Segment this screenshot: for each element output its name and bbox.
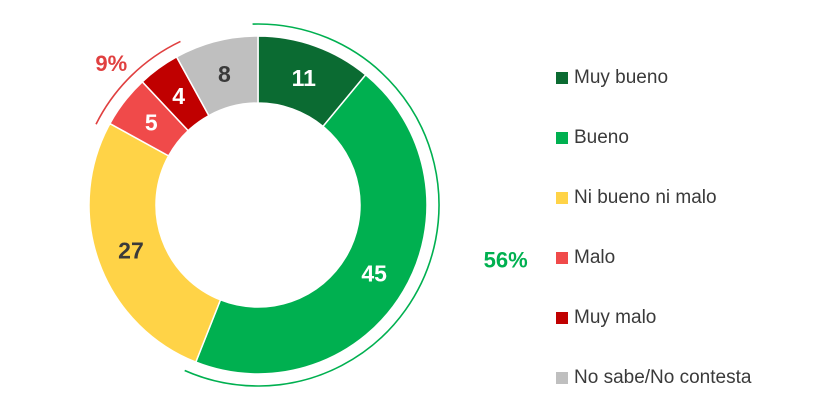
slice-no-sabe-no-contesta [175,35,259,117]
legend-swatch-malo [556,252,568,264]
legend-item-malo: Malo [556,228,751,288]
legend-swatch-no-sabe-no-contesta [556,372,568,384]
data-label-muy-bueno: 11 [292,65,317,91]
bracket-arc-1 [184,23,440,387]
legend-label-bueno: Bueno [574,127,629,148]
legend-swatch-muy-malo [556,312,568,324]
legend-label-muy-malo: Muy malo [574,307,657,328]
legend-swatch-muy-bueno [556,72,568,84]
legend-item-no-sabe-no-contesta: No sabe/No contesta [556,348,751,408]
data-label-ni-bueno-ni-malo: 27 [118,238,144,264]
legend-item-ni-bueno-ni-malo: Ni bueno ni malo [556,168,751,228]
annotation-1: 56% [484,247,528,272]
legend-item-muy-malo: Muy malo [556,288,751,348]
legend-swatch-ni-bueno-ni-malo [556,192,568,204]
legend-item-muy-bueno: Muy bueno [556,48,751,108]
legend-label-muy-bueno: Muy bueno [574,67,669,88]
legend-label-no-sabe-no-contesta: No sabe/No contesta [574,367,752,388]
data-label-malo: 5 [145,109,158,135]
legend-item-bueno: Bueno [556,108,751,168]
legend-label-malo: Malo [574,247,616,268]
data-label-no-sabe-no-contesta: 8 [218,61,231,87]
legend-swatch-bueno [556,132,568,144]
data-label-muy-malo: 4 [172,83,185,109]
bracket-arc-2 [95,40,181,125]
legend-label-ni-bueno-ni-malo: Ni bueno ni malo [574,187,717,208]
slice-bueno [194,73,428,375]
chart-legend: Muy bueno Bueno Ni bueno ni malo Malo Mu… [556,48,751,408]
annotation-2: 9% [95,51,127,76]
slice-ni-bueno-ni-malo [88,122,222,364]
data-label-bueno: 45 [361,261,387,287]
